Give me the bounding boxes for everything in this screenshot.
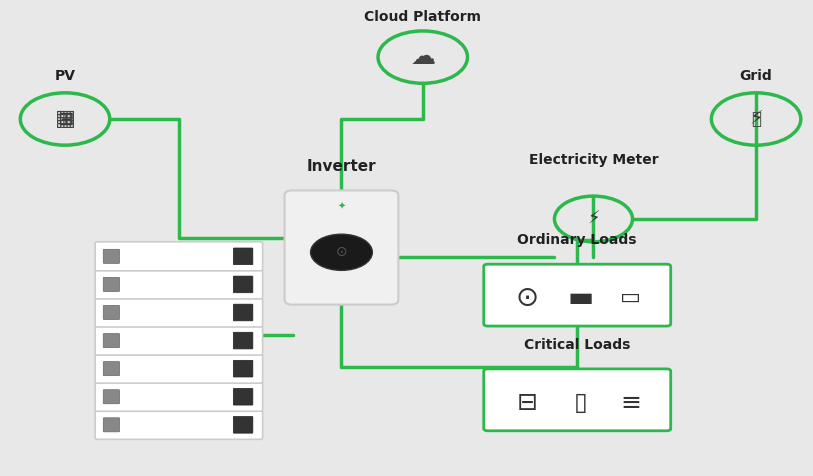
FancyBboxPatch shape — [233, 360, 253, 377]
FancyBboxPatch shape — [233, 248, 253, 265]
Text: ☁: ☁ — [413, 48, 433, 67]
FancyBboxPatch shape — [103, 418, 120, 432]
Text: ☁: ☁ — [411, 45, 435, 69]
FancyBboxPatch shape — [233, 416, 253, 433]
Text: ⊟: ⊟ — [516, 391, 537, 415]
Text: ▯: ▯ — [574, 391, 588, 415]
FancyBboxPatch shape — [95, 326, 263, 355]
Text: ▭: ▭ — [620, 288, 641, 308]
FancyBboxPatch shape — [95, 242, 263, 271]
FancyBboxPatch shape — [95, 382, 263, 411]
Text: Electricity Meter: Electricity Meter — [528, 153, 659, 168]
Text: ▦: ▦ — [54, 109, 76, 129]
FancyBboxPatch shape — [233, 276, 253, 293]
FancyBboxPatch shape — [233, 332, 253, 349]
FancyBboxPatch shape — [103, 306, 120, 319]
Text: PV: PV — [54, 69, 76, 83]
Text: ✦: ✦ — [337, 202, 346, 212]
FancyBboxPatch shape — [103, 278, 120, 291]
Text: ⊞: ⊞ — [57, 109, 73, 129]
FancyBboxPatch shape — [233, 388, 253, 405]
FancyBboxPatch shape — [103, 362, 120, 376]
Text: 🏭: 🏭 — [751, 110, 761, 128]
FancyBboxPatch shape — [484, 264, 671, 326]
Text: ⚡: ⚡ — [750, 109, 763, 129]
Text: Cloud Platform: Cloud Platform — [364, 10, 481, 24]
FancyBboxPatch shape — [484, 369, 671, 431]
FancyBboxPatch shape — [95, 410, 263, 439]
Text: Critical Loads: Critical Loads — [524, 338, 630, 352]
Text: Ordinary Loads: Ordinary Loads — [518, 233, 637, 248]
Circle shape — [311, 234, 372, 270]
FancyBboxPatch shape — [285, 190, 398, 305]
FancyBboxPatch shape — [95, 298, 263, 327]
Text: ▬: ▬ — [567, 284, 594, 312]
Text: ⚡: ⚡ — [587, 210, 600, 228]
FancyBboxPatch shape — [95, 354, 263, 383]
Text: Grid: Grid — [740, 69, 772, 83]
FancyBboxPatch shape — [103, 249, 120, 263]
Text: ⊙: ⊙ — [515, 284, 539, 312]
Text: ⊙: ⊙ — [336, 245, 347, 259]
Text: Inverter: Inverter — [307, 159, 376, 174]
FancyBboxPatch shape — [103, 334, 120, 347]
Text: ≡: ≡ — [620, 391, 641, 415]
FancyBboxPatch shape — [95, 270, 263, 299]
FancyBboxPatch shape — [103, 390, 120, 404]
FancyBboxPatch shape — [233, 304, 253, 321]
